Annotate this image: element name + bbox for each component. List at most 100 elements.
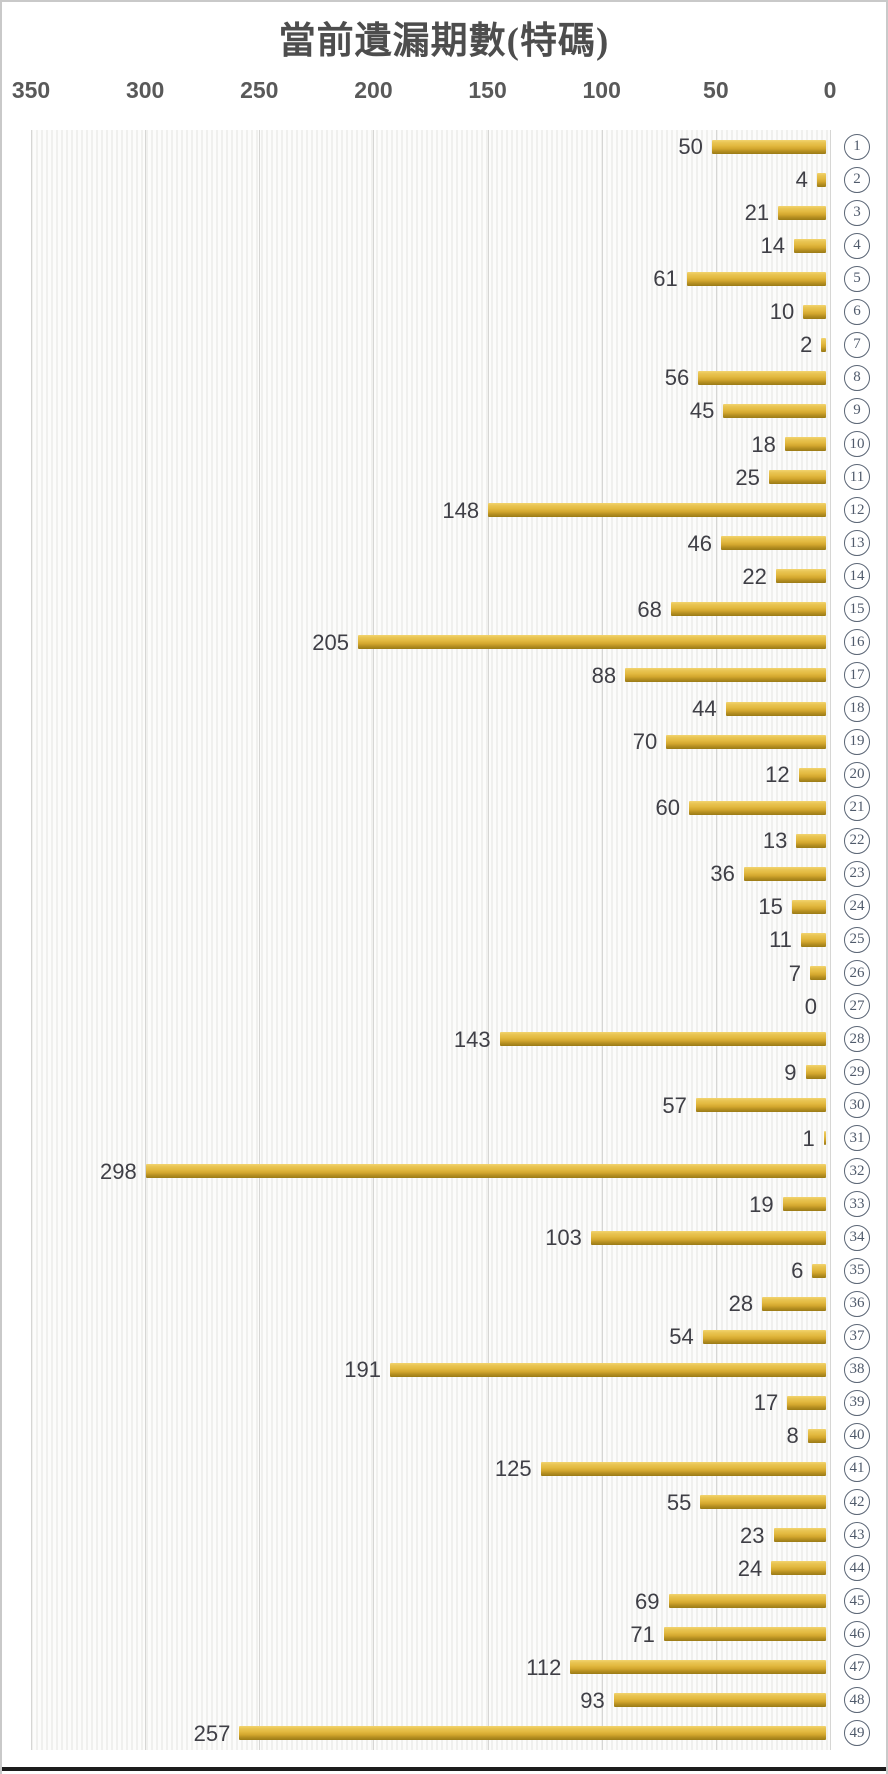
bar-row: 55 42: [2, 1486, 886, 1519]
axis-tick-label: 300: [125, 77, 165, 103]
bar-row: 257 49: [2, 1717, 886, 1750]
value-label: 191: [344, 1357, 381, 1383]
bar: [145, 1164, 826, 1179]
category-label: 44: [844, 1555, 870, 1582]
value-label: 56: [664, 365, 690, 391]
value-label: 143: [453, 1026, 491, 1052]
bar: [775, 569, 826, 584]
bar: [663, 1627, 826, 1642]
category-label: 48: [844, 1687, 870, 1714]
value-label: 71: [630, 1621, 655, 1647]
bar-row: 9 29: [2, 1056, 886, 1089]
category-label: 46: [844, 1621, 870, 1648]
bar: [540, 1461, 826, 1476]
category-label: 22: [844, 827, 870, 854]
bar: [711, 139, 826, 154]
category-label: 14: [844, 563, 870, 590]
bar: [782, 1197, 826, 1212]
category-label: 24: [844, 893, 870, 920]
bar: [816, 172, 826, 187]
bar: [768, 470, 826, 485]
value-label: 45: [689, 398, 715, 424]
category-label: 42: [844, 1489, 870, 1515]
category-label: 36: [844, 1290, 870, 1317]
bar: [778, 205, 826, 220]
bar-row: 10 6: [2, 295, 886, 328]
bar: [771, 1561, 826, 1576]
bar-row: 148 12: [2, 494, 886, 527]
bar-row: 1 31: [2, 1122, 886, 1155]
value-label: 55: [666, 1489, 692, 1515]
bar: [625, 668, 826, 683]
bar: [725, 701, 826, 716]
category-label: 38: [844, 1356, 870, 1383]
bar: [784, 437, 826, 452]
bar: [700, 1495, 826, 1509]
bar: [666, 734, 826, 749]
bar-row: 56 8: [2, 361, 886, 394]
bar-row: 46 13: [2, 527, 886, 560]
value-label: 18: [751, 431, 776, 457]
bar: [762, 1296, 826, 1311]
axis-tick-label: 150: [468, 77, 507, 103]
value-label: 88: [591, 662, 617, 688]
bar: [800, 932, 826, 947]
bar: [812, 1263, 826, 1278]
category-label: 5: [844, 265, 870, 292]
bar-row: 6 35: [2, 1254, 886, 1287]
value-label: 15: [758, 894, 783, 920]
bar-row: 103 34: [2, 1221, 886, 1254]
value-label: 93: [580, 1687, 605, 1713]
bar: [803, 304, 826, 319]
category-label: 37: [844, 1323, 870, 1350]
bar-row: 11 25: [2, 923, 886, 956]
value-label: 7: [788, 960, 801, 986]
bar: [823, 1131, 826, 1146]
bar: [805, 1065, 826, 1080]
axis-tick-label: 250: [240, 77, 279, 103]
value-axis: 350 300 250 200 150 100 50 0: [2, 74, 886, 106]
category-label: 40: [844, 1422, 870, 1449]
bar: [794, 238, 826, 253]
gridline: [715, 130, 717, 1750]
bar-row: 191 38: [2, 1353, 886, 1386]
value-label: 112: [526, 1654, 562, 1680]
bar-row: 15 24: [2, 890, 886, 923]
category-label: 43: [844, 1522, 870, 1549]
bar-row: 93 48: [2, 1684, 886, 1717]
bar: [773, 1528, 826, 1543]
category-label: 29: [844, 1059, 870, 1086]
category-label: 45: [844, 1588, 870, 1615]
bar: [570, 1660, 826, 1675]
value-label: 13: [762, 828, 788, 854]
bar: [488, 503, 826, 518]
category-label: 23: [844, 860, 870, 887]
value-label: 8: [786, 1423, 799, 1449]
category-label: 7: [844, 331, 870, 358]
bar-row: 0 27: [2, 990, 886, 1023]
bar-row: 143 28: [2, 1023, 886, 1056]
value-label: 50: [678, 134, 703, 159]
bar-row: 12 20: [2, 758, 886, 791]
category-label: 26: [844, 960, 870, 987]
category-label: 25: [844, 926, 870, 953]
bar: [723, 403, 826, 418]
axis-tick-label: 350: [11, 77, 51, 103]
value-label: 23: [740, 1522, 765, 1548]
value-label: 9: [784, 1059, 797, 1085]
category-label: 11: [844, 464, 870, 491]
axis-tick-label: 100: [582, 77, 621, 103]
chart-title: 當前遺漏期數(特碼): [278, 21, 610, 62]
value-label: 125: [494, 1456, 532, 1482]
value-label: 14: [760, 233, 785, 259]
plot-area: [31, 130, 831, 1750]
gridline: [259, 130, 261, 1750]
bar-row: 21 3: [2, 196, 886, 229]
bar-row: 60 21: [2, 791, 886, 824]
category-label: 27: [844, 993, 870, 1020]
value-label: 148: [442, 497, 480, 523]
value-label: 4: [795, 167, 808, 193]
bar-row: 57 30: [2, 1089, 886, 1122]
